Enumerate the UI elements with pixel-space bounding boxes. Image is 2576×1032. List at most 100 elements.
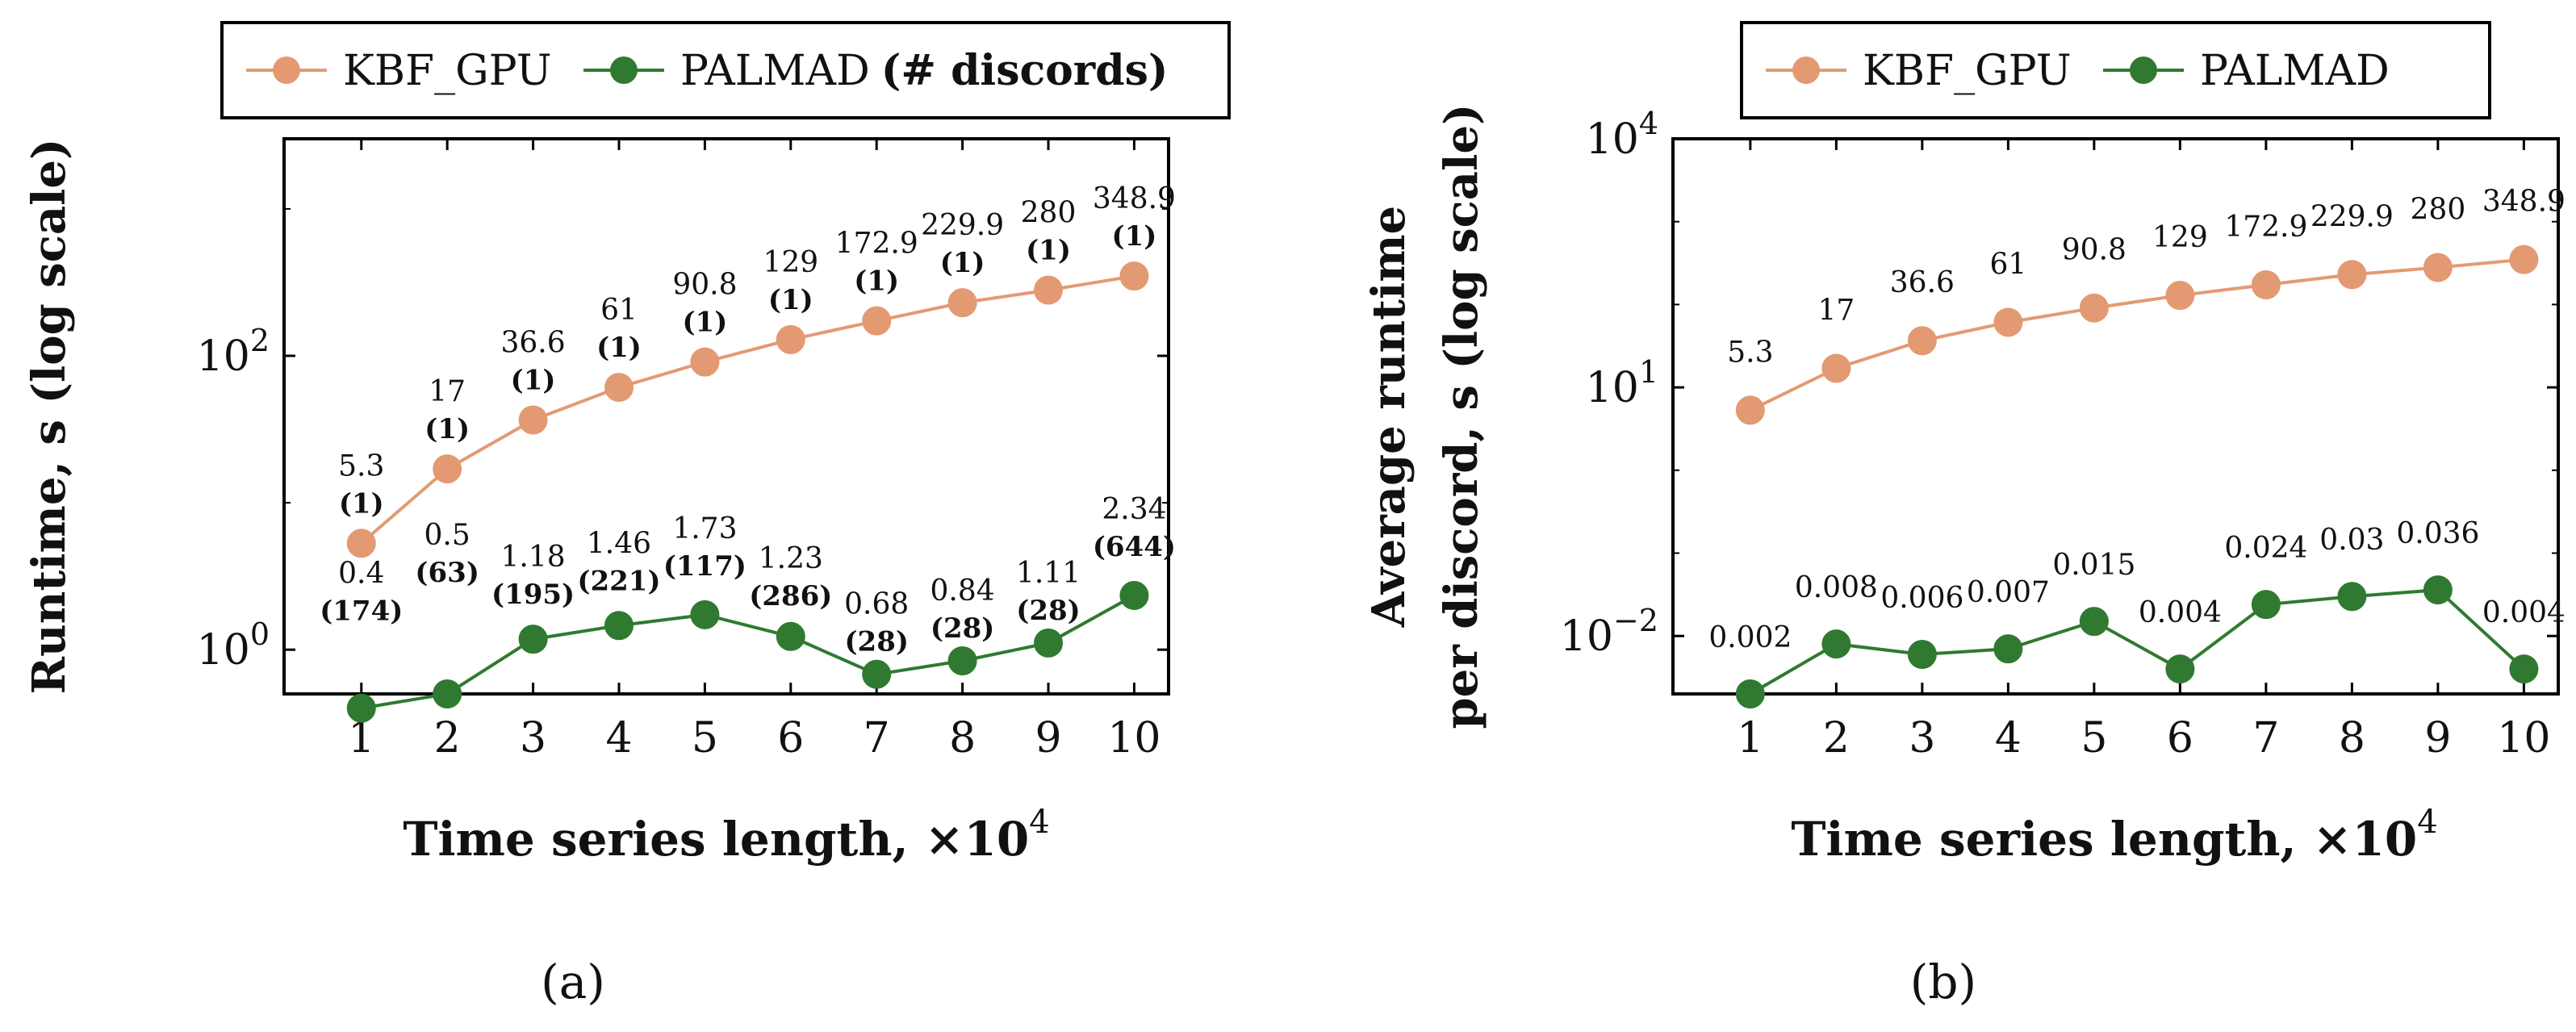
- data-label-palmad: 0.03: [2319, 524, 2384, 557]
- y-tick-label: 102: [197, 323, 270, 381]
- x-axis-label-text: Time series length, ×10: [403, 812, 1029, 867]
- data-point: [1119, 261, 1149, 291]
- data-label-palmad: 2.34: [1102, 493, 1166, 526]
- data-label-palmad: 1.46: [587, 527, 651, 560]
- x-tick-label: 4: [1995, 714, 2022, 763]
- x-tick-label: 10: [1107, 714, 1160, 763]
- data-label-palmad: 0.008: [1795, 571, 1878, 604]
- data-point: [776, 324, 805, 354]
- x-tick-label: 6: [777, 714, 804, 763]
- data-label-kbf: 61: [1989, 248, 2026, 281]
- x-tick-label: 1: [1737, 714, 1763, 763]
- x-tick-label: 3: [520, 714, 546, 763]
- data-label-kbf: 280: [1021, 197, 1077, 230]
- series-line-palmad: [361, 594, 1135, 710]
- discord-label-kbf: (1): [1026, 235, 1071, 267]
- data-point: [862, 306, 892, 336]
- data-point: [1993, 307, 2023, 337]
- x-tick-label: 10: [2497, 714, 2550, 763]
- y-axis-label-line1: Average runtime: [1362, 206, 1416, 628]
- data-label-kbf: 36.6: [1890, 266, 1955, 299]
- data-point: [2079, 607, 2109, 637]
- data-label-palmad: 0.4: [338, 558, 384, 591]
- data-point: [947, 646, 977, 675]
- data-point: [433, 454, 462, 484]
- data-point: [2509, 244, 2539, 274]
- discord-label-palmad: (63): [415, 557, 479, 589]
- discord-label-kbf: (1): [768, 284, 813, 316]
- legend-marker-kbf: [273, 56, 300, 84]
- y-axis-label-line2: per discord, s (log scale): [1435, 104, 1488, 729]
- data-point: [1034, 628, 1064, 658]
- y-tick-base: 10: [1560, 612, 1613, 661]
- data-point: [2165, 654, 2195, 684]
- y-tick-label: 101: [1586, 354, 1658, 412]
- x-tick-label: 8: [2339, 714, 2365, 763]
- discord-label-palmad: (28): [930, 612, 995, 645]
- data-label-kbf: 61: [600, 294, 638, 327]
- data-label-palmad: 1.23: [759, 542, 823, 575]
- discord-label-kbf: (1): [596, 332, 642, 364]
- data-label-palmad: 0.004: [2139, 596, 2222, 629]
- data-label-palmad: 0.015: [2052, 549, 2135, 582]
- legend-label-palmad-text: PALMAD: [680, 47, 870, 95]
- data-label-palmad: 0.68: [844, 588, 909, 621]
- y-tick-exponent: 2: [250, 323, 270, 358]
- data-label-kbf: 280: [2411, 193, 2466, 226]
- legend-marker-palmad: [2130, 56, 2157, 84]
- discord-label-kbf: (1): [1112, 220, 1157, 253]
- y-tick-exponent: 0: [250, 616, 270, 652]
- data-point: [518, 625, 548, 654]
- legend-marker-palmad: [610, 56, 638, 84]
- data-point: [346, 693, 376, 723]
- data-label-palmad: 0.004: [2482, 596, 2566, 629]
- data-label-palmad: 1.73: [672, 512, 737, 545]
- data-point: [947, 288, 977, 318]
- discord-label-kbf: (1): [940, 247, 985, 279]
- data-label-palmad: 0.84: [930, 574, 995, 608]
- discord-label-kbf: (1): [424, 413, 470, 445]
- panel-label-b: (b): [1910, 955, 1976, 1009]
- data-point: [776, 621, 805, 651]
- discord-label-palmad: (28): [844, 626, 909, 658]
- data-point: [1907, 639, 1937, 669]
- data-point: [2423, 575, 2453, 605]
- data-label-kbf: 172.9: [835, 228, 918, 261]
- x-tick-label: 6: [2167, 714, 2193, 763]
- data-point: [2165, 281, 2195, 311]
- legend-label-kbf: KBF_GPU: [1863, 47, 2072, 95]
- data-label-palmad: 0.5: [424, 519, 470, 552]
- data-label-kbf: 90.8: [2062, 234, 2126, 267]
- data-label-palmad: 1.11: [1016, 557, 1081, 590]
- data-label-kbf: 229.9: [921, 209, 1004, 242]
- discord-label-kbf: (1): [511, 364, 556, 396]
- data-point: [1907, 326, 1937, 356]
- discord-label-palmad: (174): [320, 595, 403, 628]
- legend-label-palmad-text: PALMAD: [2200, 47, 2390, 95]
- data-point: [1735, 395, 1765, 425]
- data-point: [2423, 253, 2453, 282]
- data-point: [346, 529, 376, 558]
- x-axis-label: Time series length, ×104: [1791, 804, 2437, 867]
- data-label-kbf: 129: [2152, 221, 2208, 254]
- data-label-kbf: 172.9: [2224, 211, 2307, 244]
- data-point: [2079, 293, 2109, 323]
- discord-label-palmad: (221): [577, 565, 660, 597]
- y-tick-label: 100: [197, 616, 270, 675]
- data-label-palmad: 0.002: [1708, 621, 1792, 654]
- data-point: [1034, 275, 1064, 305]
- x-tick-label: 9: [1035, 714, 1061, 763]
- plot-frame: [1671, 137, 2560, 696]
- data-point: [690, 347, 720, 377]
- x-tick-label: 8: [949, 714, 976, 763]
- data-point: [1821, 353, 1851, 383]
- legend-label-palmad: PALMAD (# discords): [680, 46, 1168, 95]
- x-tick-label: 5: [692, 714, 718, 763]
- x-tick-label: 2: [434, 714, 461, 763]
- legend-label-kbf: KBF_GPU: [343, 47, 552, 95]
- data-label-kbf: 5.3: [338, 449, 384, 483]
- data-label-kbf: 36.6: [501, 326, 566, 359]
